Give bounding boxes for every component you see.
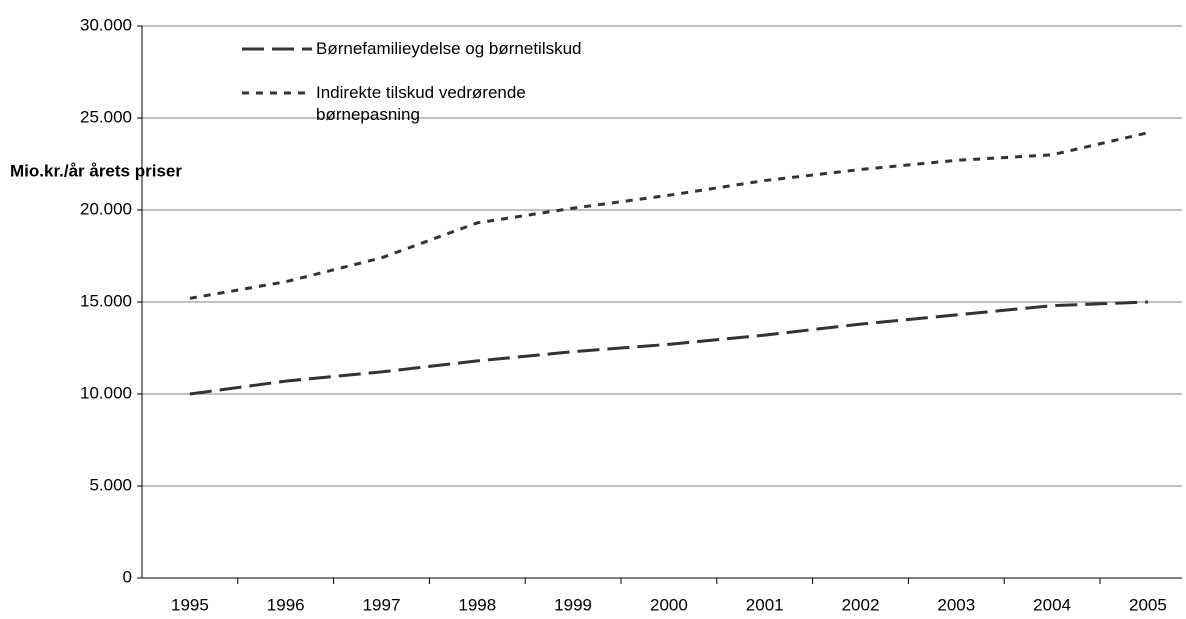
legend-item: Indirekte tilskud vedrørende børnepasnin… [240,82,616,126]
x-tick-label: 2004 [1033,595,1071,614]
x-tick-label: 2001 [746,595,784,614]
y-tick-label: 30.000 [80,15,132,34]
y-tick-label: 5.000 [89,475,132,494]
x-tick-label: 1996 [267,595,305,614]
line-series [189,300,1148,396]
x-tick-label: 2005 [1129,595,1167,614]
x-tick-label: 2002 [842,595,880,614]
legend-swatch [242,47,312,51]
y-tick-label: 25.000 [80,107,132,126]
x-tick-label: 1995 [171,595,209,614]
y-axis-label: Mio.kr./år årets priser [10,161,182,180]
x-tick-label: 2000 [650,595,688,614]
line-series [189,131,1149,300]
legend-swatch [242,91,312,95]
legend-label: Børnefamilieydelse og børnetilskud [316,39,582,58]
y-tick-label: 20.000 [80,199,132,218]
legend-label: Indirekte tilskud vedrørende børnepasnin… [316,83,526,124]
x-tick-label: 1997 [363,595,401,614]
y-tick-label: 15.000 [80,291,132,310]
y-tick-label: 0 [123,567,132,586]
x-tick-label: 1998 [458,595,496,614]
legend-item: Børnefamilieydelse og børnetilskud [240,38,616,60]
x-tick-label: 1999 [554,595,592,614]
x-tick-label: 2003 [937,595,975,614]
y-tick-label: 10.000 [80,383,132,402]
